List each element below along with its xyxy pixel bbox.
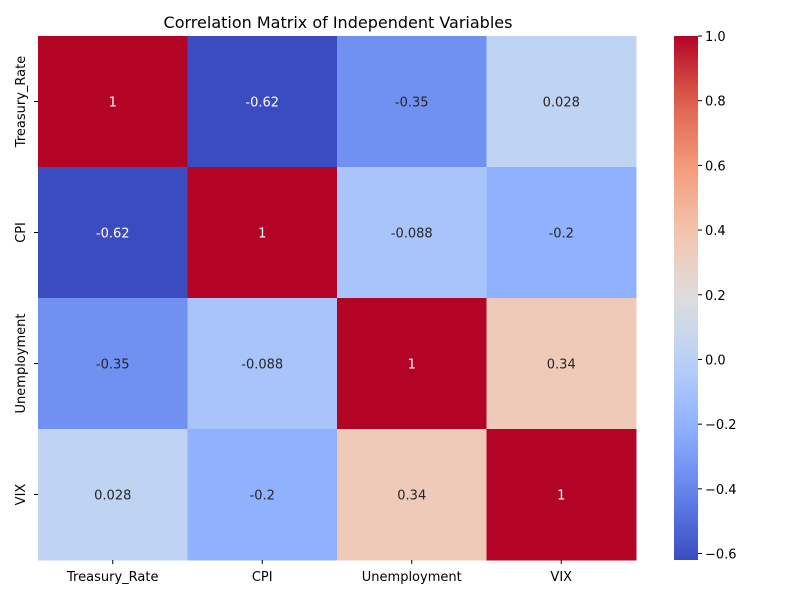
colorbar-tick-label: 0.0: [705, 353, 726, 368]
colorbar-gradient: [674, 36, 698, 560]
y-axis: Treasury_Rate CPI Unemployment VIX: [14, 56, 38, 506]
y-tick-label: VIX: [14, 484, 29, 506]
cell-label-3-0: 0.028: [94, 489, 131, 504]
heatmap-cell-1-3: [486, 167, 637, 299]
cell-label-3-1: -0.2: [250, 489, 275, 504]
colorbar-tick-label: −0.4: [705, 483, 737, 498]
cell-label-1-1: 1: [258, 227, 266, 242]
heatmap-cell-2-0: [38, 298, 188, 430]
cell-label-0-2: -0.35: [395, 96, 429, 111]
heatmap-cell-3-3: [486, 429, 637, 561]
x-tick-label: Treasury_Rate: [66, 570, 158, 585]
colorbar-tick-label: −0.2: [705, 418, 737, 433]
colorbar-tick-label: 1.0: [705, 30, 726, 45]
heatmap-cell-0-1: [187, 36, 338, 168]
heatmap-cell-1-1: [187, 167, 338, 299]
cell-label-3-3: 1: [557, 489, 565, 504]
colorbar-tick-label: 0.6: [705, 159, 726, 174]
y-tick-label: Unemployment: [14, 314, 29, 414]
cell-label-1-3: -0.2: [549, 227, 574, 242]
colorbar-tick-label: 0.4: [705, 224, 726, 239]
heatmap-cell-0-2: [337, 36, 487, 168]
heatmap-cell-3-1: [187, 429, 338, 561]
cell-label-1-0: -0.62: [96, 227, 130, 242]
colorbar-tick-label: 0.2: [705, 289, 726, 304]
cell-label-0-0: 1: [109, 96, 117, 111]
x-axis: Treasury_Rate CPI Unemployment VIX: [66, 560, 572, 585]
x-tick-label: Unemployment: [362, 570, 462, 585]
cell-label-2-0: -0.35: [96, 358, 130, 373]
colorbar-tick-label: −0.6: [705, 548, 737, 563]
heatmap-cell-0-3: [486, 36, 637, 168]
y-tick-label: Treasury_Rate: [14, 56, 29, 148]
x-tick-label: VIX: [550, 570, 572, 585]
cell-label-2-2: 1: [408, 358, 416, 373]
cell-label-0-1: -0.62: [245, 96, 279, 111]
heatmap-cell-2-3: [486, 298, 637, 430]
heatmap-cell-0-0: [38, 36, 188, 168]
heatmap-cell-labels: 1 -0.62 -0.35 0.028 -0.62 1 -0.088 -0.2 -0.35 -0.…: [94, 96, 580, 504]
chart-title: Correlation Matrix of Independent Variab…: [164, 13, 513, 32]
heatmap-cells: [38, 36, 637, 561]
cell-label-3-2: 0.34: [397, 489, 426, 504]
heatmap-cell-1-2: [337, 167, 487, 299]
heatmap-cell-3-2: [337, 429, 487, 561]
heatmap-cell-2-1: [187, 298, 338, 430]
colorbar: 1.0 0.8 0.6 0.4 0.2 0.0 −0.2 −0.4 −0.6: [674, 30, 737, 563]
cell-label-1-2: -0.088: [391, 227, 433, 242]
cell-label-0-3: 0.028: [543, 96, 580, 111]
heatmap-cell-1-0: [38, 167, 188, 299]
colorbar-tick-label: 0.8: [705, 95, 726, 110]
cell-label-2-1: -0.088: [241, 358, 283, 373]
cell-label-2-3: 0.34: [547, 358, 576, 373]
x-tick-label: CPI: [252, 570, 273, 585]
heatmap-cell-2-2: [337, 298, 487, 430]
y-tick-label: CPI: [14, 222, 29, 243]
heatmap-cell-3-0: [38, 429, 188, 561]
